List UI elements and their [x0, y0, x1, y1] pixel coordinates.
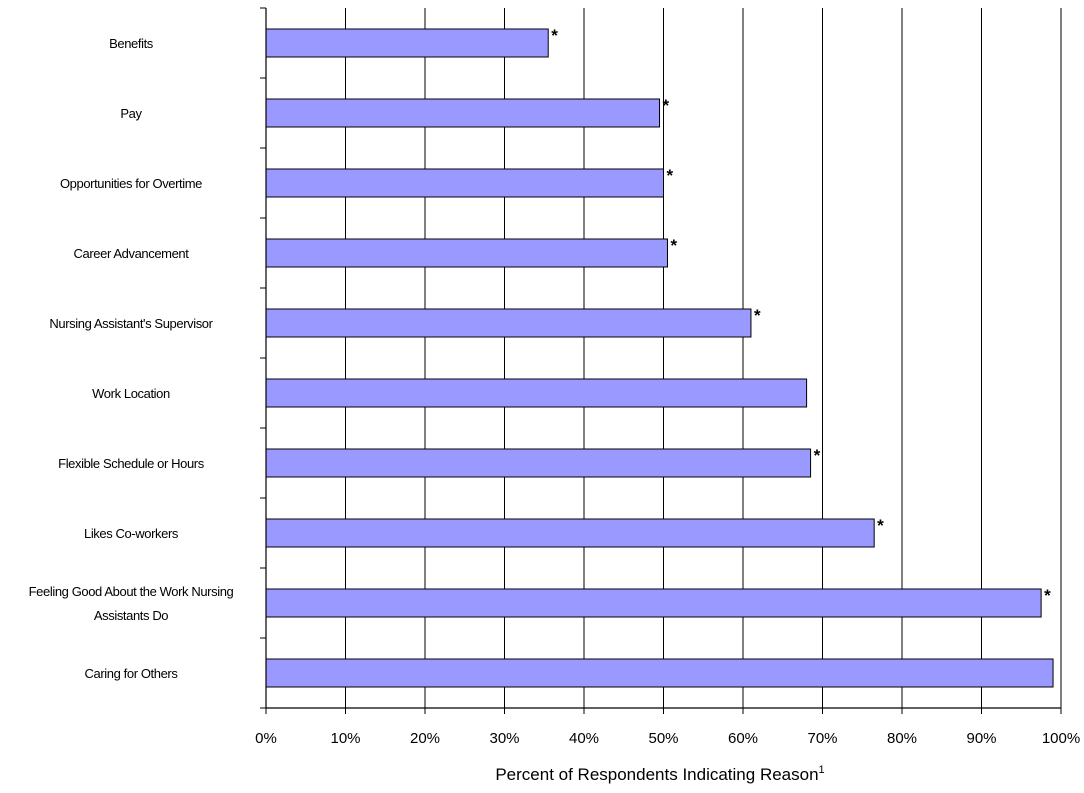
x-tick-label: 70% — [807, 730, 837, 747]
x-tick-label: 50% — [648, 730, 678, 747]
significance-marker: * — [877, 516, 884, 535]
bar — [265, 588, 1042, 618]
category-label: Caring for Others — [85, 666, 179, 681]
bar — [265, 98, 661, 128]
bar — [265, 378, 808, 408]
bars: * * * * * * * * — [265, 26, 1054, 688]
x-tick-label: 100% — [1042, 730, 1080, 747]
x-axis-title-superscript: 1 — [819, 764, 825, 776]
significance-marker: * — [670, 236, 677, 255]
significance-marker: * — [754, 306, 761, 325]
x-tick-label: 10% — [330, 730, 360, 747]
bar — [265, 168, 664, 198]
significance-marker: * — [1044, 586, 1051, 605]
category-label: Benefits — [109, 36, 154, 51]
bar — [265, 518, 875, 548]
significance-marker: * — [667, 166, 674, 185]
bar — [265, 308, 752, 338]
category-label: Nursing Assistant's Supervisor — [49, 316, 213, 331]
x-axis-title-text: Percent of Respondents Indicating Reason — [495, 765, 818, 784]
x-tick-label: 20% — [410, 730, 440, 747]
x-tick-label: 90% — [966, 730, 996, 747]
category-label: Opportunities for Overtime — [60, 176, 202, 191]
category-label: Flexible Schedule or Hours — [58, 456, 205, 471]
significance-marker: * — [814, 446, 821, 465]
x-tick-label: 80% — [887, 730, 917, 747]
bar — [265, 28, 549, 58]
category-label: Pay — [120, 106, 142, 121]
bar — [265, 448, 812, 478]
x-tick-label: 30% — [489, 730, 519, 747]
x-tick-labels: 0% 10% 20% 30% 40% 50% 60% 70% 80% 90% 100% — [255, 730, 1080, 747]
significance-marker: * — [663, 96, 670, 115]
bar — [265, 238, 668, 268]
category-label: Career Advancement — [74, 246, 190, 261]
bar — [265, 658, 1054, 688]
axes — [260, 7, 1062, 714]
x-tick-label: 0% — [255, 730, 277, 747]
category-label: Likes Co-workers — [84, 526, 179, 541]
x-axis-title: Percent of Respondents Indicating Reason… — [495, 764, 824, 784]
category-label: Work Location — [92, 386, 170, 401]
x-tick-label: 60% — [728, 730, 758, 747]
x-tick-label: 40% — [569, 730, 599, 747]
category-labels: Benefits Pay Opportunities for Overtime Car… — [29, 36, 234, 681]
category-label: Feeling Good About the Work Nursing Assis… — [29, 584, 234, 623]
significance-marker: * — [551, 26, 558, 45]
